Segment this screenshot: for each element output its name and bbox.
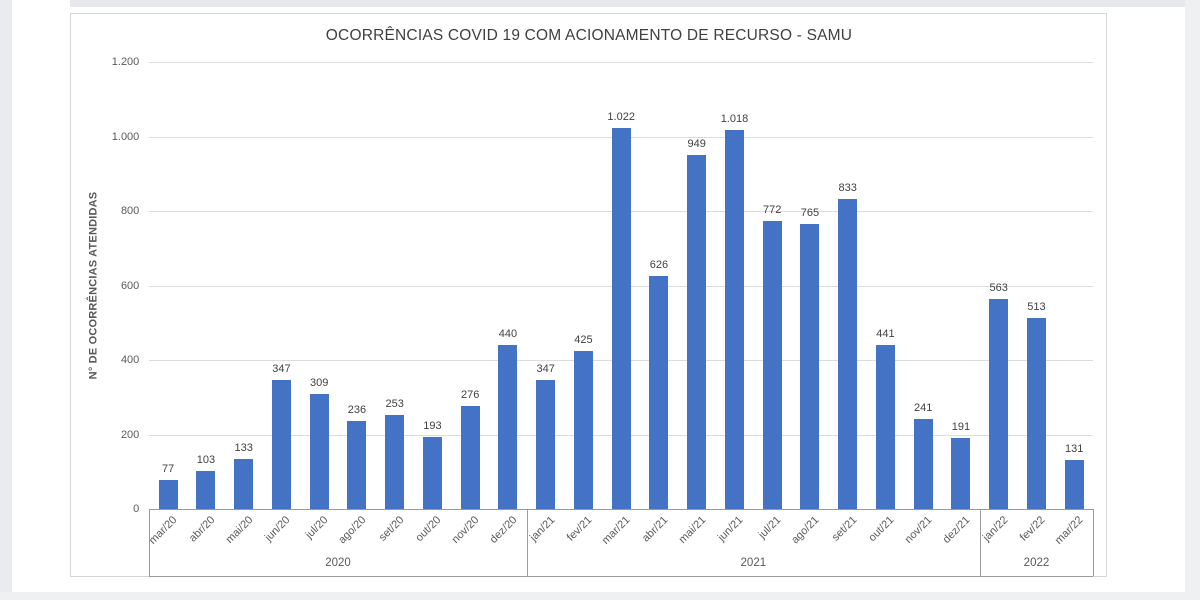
bar-mai/21 xyxy=(687,155,707,509)
y-axis-tick-label: 400 xyxy=(120,354,140,366)
bar-value-label: 833 xyxy=(838,181,857,194)
bar-nov/20 xyxy=(460,406,480,509)
bar-out/20 xyxy=(422,437,442,509)
year-separator xyxy=(526,509,528,576)
bar-jul/20 xyxy=(309,393,329,509)
bar-value-label: 253 xyxy=(385,397,404,410)
bar-ago/20 xyxy=(347,421,367,509)
bar-value-label: 191 xyxy=(951,420,971,433)
bar-value-label: 441 xyxy=(876,327,895,340)
bar-value-label: 236 xyxy=(347,404,367,417)
bar-value-label: 193 xyxy=(423,420,442,433)
year-separator xyxy=(979,509,981,576)
bar-jun/21 xyxy=(724,129,744,509)
bar-mar/20 xyxy=(158,480,178,509)
bar-value-label: 626 xyxy=(649,258,669,271)
year-group-label: 2021 xyxy=(740,557,767,569)
bar-out/21 xyxy=(875,344,895,509)
bar-dez/21 xyxy=(951,437,971,509)
bar-dez/20 xyxy=(498,345,518,509)
bar-abr/21 xyxy=(649,275,669,509)
bar-value-label: 513 xyxy=(1027,300,1046,313)
bar-ago/21 xyxy=(800,224,820,509)
bar-value-label: 131 xyxy=(1065,443,1084,456)
bar-value-label: 347 xyxy=(536,362,555,375)
y-axis-tick-label: 200 xyxy=(120,428,140,441)
year-group-label: 2022 xyxy=(1023,557,1050,569)
bar-jun/20 xyxy=(271,379,291,509)
bar-mai/20 xyxy=(234,459,254,509)
bar-mar/22 xyxy=(1064,460,1084,509)
bar-abr/20 xyxy=(196,470,216,509)
bar-value-label: 1.018 xyxy=(720,112,749,125)
bar-fev/22 xyxy=(1026,317,1046,509)
bar-value-label: 276 xyxy=(461,389,480,402)
page-edge-left xyxy=(0,0,12,600)
bar-set/20 xyxy=(385,414,405,509)
y-axis-tick-label: 0 xyxy=(133,503,140,515)
bar-value-label: 77 xyxy=(162,463,175,476)
bar-value-label: 241 xyxy=(914,402,933,415)
bar-value-label: 772 xyxy=(763,204,782,217)
year-group-label: 2020 xyxy=(325,557,351,569)
gridline xyxy=(149,62,1094,63)
y-axis-tick-label: 800 xyxy=(120,205,140,217)
bar-value-label: 103 xyxy=(196,453,216,466)
bar-value-label: 133 xyxy=(234,442,253,455)
page-edge-right xyxy=(1185,0,1200,600)
page-edge-bottom xyxy=(0,592,1200,600)
bar-fev/21 xyxy=(573,350,593,509)
x-axis-line xyxy=(149,509,1094,510)
year-separator xyxy=(149,509,151,576)
bar-value-label: 309 xyxy=(309,376,329,389)
bar-set/21 xyxy=(838,198,858,509)
bar-value-label: 1.022 xyxy=(607,111,635,124)
page-edge-top xyxy=(70,0,1200,7)
bar-jan/21 xyxy=(536,379,556,509)
bar-value-label: 440 xyxy=(498,328,518,341)
category-axis-bottom-line xyxy=(149,576,1094,577)
bar-mar/21 xyxy=(611,128,631,509)
bar-nov/21 xyxy=(913,419,933,509)
bar-value-label: 347 xyxy=(272,362,291,375)
chart-title: OCORRÊNCIAS COVID 19 COM ACIONAMENTO DE … xyxy=(325,27,853,44)
y-axis-tick-label: 1.000 xyxy=(111,130,140,143)
bar-value-label: 563 xyxy=(989,282,1008,295)
bar-jul/21 xyxy=(762,221,782,509)
bar-value-label: 425 xyxy=(574,333,593,346)
bar-jan/22 xyxy=(989,299,1009,509)
year-separator xyxy=(1093,509,1095,576)
bar-value-label: 949 xyxy=(687,138,706,151)
bar-value-label: 765 xyxy=(800,207,820,220)
y-axis-tick-label: 1.200 xyxy=(111,56,140,68)
y-axis-tick-label: 600 xyxy=(120,279,140,292)
